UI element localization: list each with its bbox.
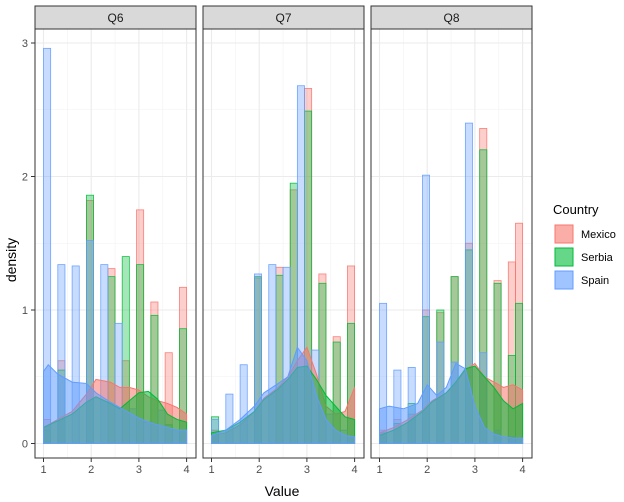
x-axis-title: Value bbox=[265, 483, 300, 499]
y-tick-label: 0 bbox=[22, 439, 28, 451]
x-tick-label: 1 bbox=[208, 464, 214, 476]
density-area-spain bbox=[43, 363, 188, 444]
x-tick-label: 1 bbox=[376, 464, 382, 476]
legend-key-spain bbox=[554, 270, 574, 290]
x-tick-label: 2 bbox=[424, 464, 430, 476]
panel-q8: Q8 bbox=[370, 5, 533, 459]
x-tick-label: 4 bbox=[184, 464, 190, 476]
x-tick-label: 3 bbox=[136, 464, 142, 476]
x-tick-label: 3 bbox=[472, 464, 478, 476]
panel-q7: Q7 bbox=[202, 5, 365, 459]
strip-label: Q7 bbox=[275, 11, 291, 25]
density-area-spain bbox=[379, 362, 524, 444]
y-axis-title: density bbox=[3, 238, 19, 282]
strip-label: Q8 bbox=[443, 11, 459, 25]
panel-border bbox=[202, 28, 365, 459]
legend-label-spain: Spain bbox=[581, 275, 609, 287]
x-tick-label: 4 bbox=[520, 464, 526, 476]
panel-q6: Q6 bbox=[34, 5, 197, 459]
density-area-spain bbox=[211, 346, 356, 444]
facet-panels: Q6 Q7 Q8 bbox=[34, 5, 533, 459]
x-axis: 1 2 3 4 1 2 3 4 1 2 3 4 bbox=[40, 458, 526, 476]
x-tick-label: 4 bbox=[352, 464, 358, 476]
y-axis: 0 1 2 3 bbox=[22, 38, 35, 451]
panel-border bbox=[34, 28, 197, 459]
legend: Country Mexico Serbia Spain bbox=[553, 202, 616, 290]
legend-label-mexico: Mexico bbox=[581, 229, 616, 241]
legend-title: Country bbox=[553, 202, 599, 217]
legend-key-serbia bbox=[554, 247, 574, 267]
x-tick-label: 2 bbox=[256, 464, 262, 476]
x-tick-label: 1 bbox=[40, 464, 46, 476]
legend-label-serbia: Serbia bbox=[581, 252, 614, 264]
legend-key-mexico bbox=[554, 224, 574, 244]
y-tick-label: 3 bbox=[22, 38, 28, 50]
strip-label: Q6 bbox=[107, 11, 123, 25]
x-tick-label: 3 bbox=[304, 464, 310, 476]
y-tick-label: 1 bbox=[22, 305, 28, 317]
y-tick-label: 2 bbox=[22, 172, 28, 184]
panel-border bbox=[370, 28, 533, 459]
x-tick-label: 2 bbox=[88, 464, 94, 476]
